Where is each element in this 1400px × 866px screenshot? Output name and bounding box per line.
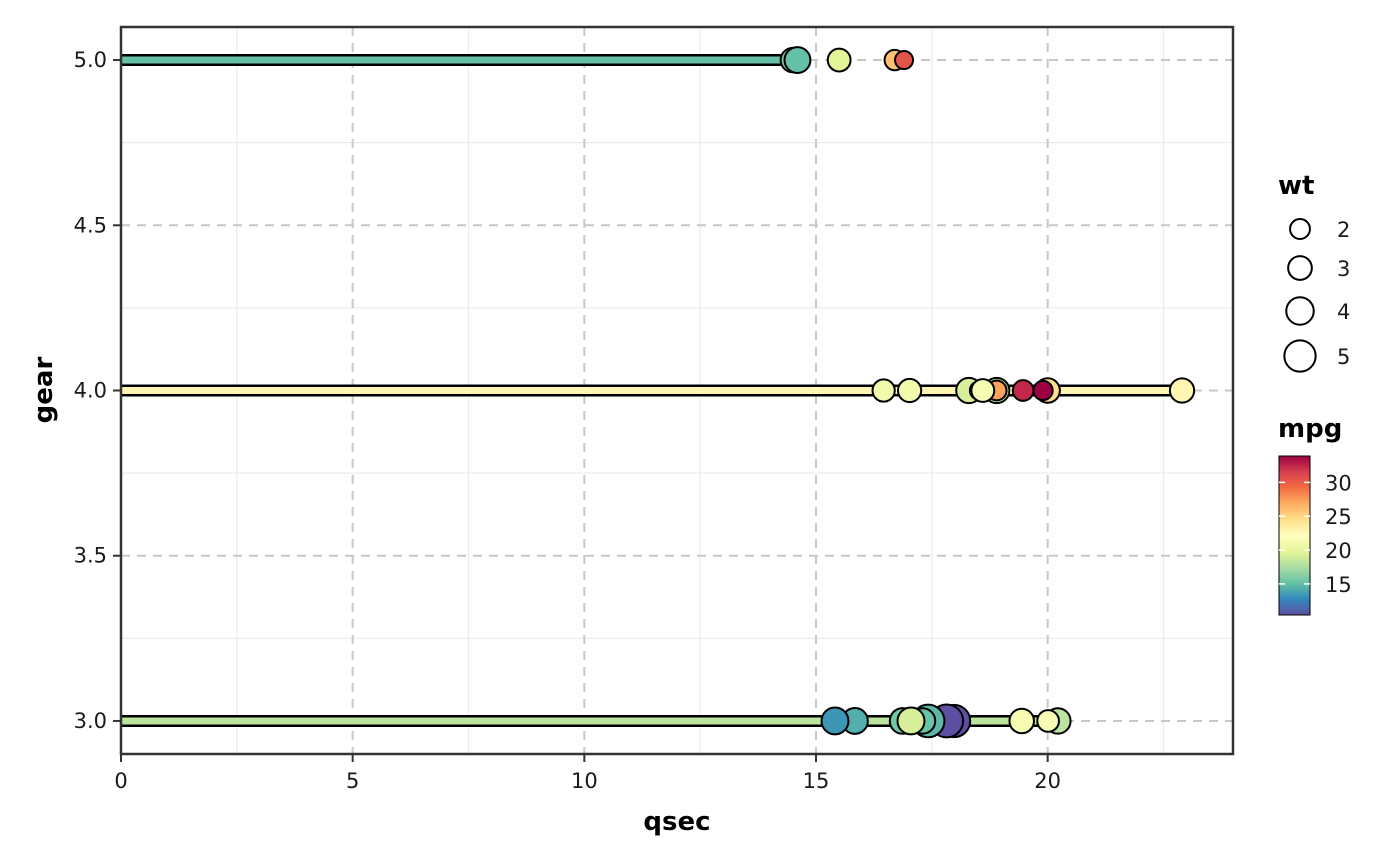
x-axis-title: qsec	[643, 807, 710, 837]
size-legend-key	[1287, 255, 1313, 281]
color-legend-label: 25	[1325, 505, 1352, 529]
x-tick-label: 10	[571, 769, 598, 793]
size-legend-key	[1289, 218, 1311, 240]
color-bar	[1278, 455, 1311, 616]
axes: qsec gear 0 5 10 15 20 3.0 3.5 4.0 4.5 5.0	[29, 48, 1061, 837]
size-legend-label: 2	[1337, 218, 1350, 242]
data-point	[896, 706, 926, 736]
color-legend-label: 20	[1325, 539, 1352, 563]
size-legend-label: 3	[1337, 257, 1350, 281]
color-legend-label: 15	[1325, 573, 1352, 597]
color-legend-title: mpg	[1278, 414, 1342, 444]
data-point	[896, 377, 923, 404]
data-point	[1008, 707, 1035, 735]
size-legend-key	[1283, 339, 1317, 373]
data-point	[1168, 377, 1196, 404]
data-point	[871, 378, 896, 403]
data-point	[1011, 379, 1035, 402]
size-legend-key	[1285, 296, 1315, 326]
legend: wt mpg 2 3 4 5 15 20 25 30	[1278, 171, 1352, 616]
size-legend-label: 5	[1337, 345, 1350, 369]
x-tick-label: 5	[346, 769, 359, 793]
data-point	[1032, 379, 1054, 402]
data-point	[820, 706, 850, 736]
lollipop-points	[779, 46, 1196, 739]
data-point	[1036, 709, 1060, 733]
x-tick-label: 15	[803, 769, 830, 793]
x-tick-label: 20	[1034, 769, 1061, 793]
x-tick-label: 0	[114, 769, 127, 793]
y-tick-label: 5.0	[74, 48, 107, 72]
y-tick-label: 3.0	[74, 709, 107, 733]
data-point	[783, 46, 812, 74]
y-tick-label: 3.5	[74, 544, 107, 568]
color-legend-label: 30	[1325, 471, 1352, 495]
size-legend-title: wt	[1278, 171, 1314, 201]
data-point	[970, 378, 996, 403]
y-axis-title: gear	[29, 357, 59, 424]
y-tick-label: 4.5	[74, 213, 107, 237]
y-tick-label: 4.0	[74, 379, 107, 403]
size-legend-label: 4	[1337, 300, 1350, 324]
data-point	[894, 50, 915, 71]
data-point	[826, 47, 852, 73]
